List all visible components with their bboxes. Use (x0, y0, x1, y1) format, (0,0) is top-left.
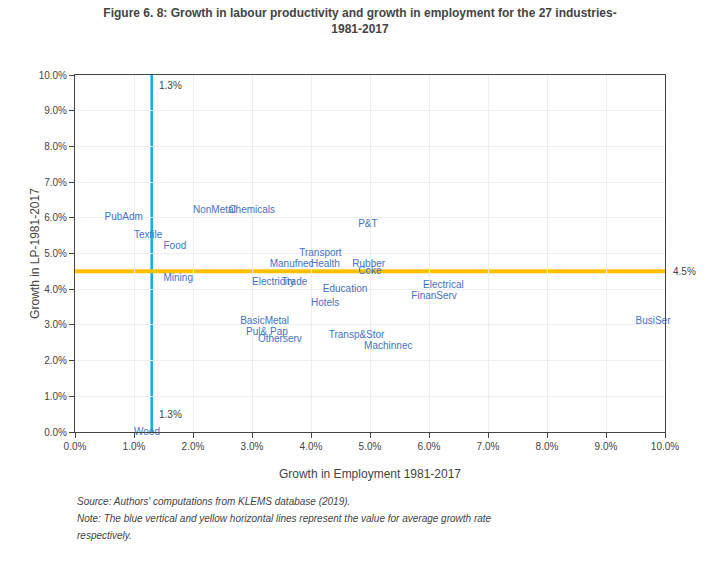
svg-text:Wood: Wood (134, 426, 160, 437)
svg-text:3.0%: 3.0% (44, 319, 67, 330)
svg-text:Electricity: Electricity (252, 276, 295, 287)
svg-text:8.0%: 8.0% (536, 441, 559, 452)
svg-text:1.3%: 1.3% (159, 409, 182, 420)
svg-text:NonMetal: NonMetal (193, 204, 236, 215)
svg-text:FinanServ: FinanServ (411, 290, 457, 301)
svg-text:6.0%: 6.0% (418, 441, 441, 452)
svg-text:PubAdm: PubAdm (105, 211, 143, 222)
svg-text:Textile: Textile (134, 229, 163, 240)
svg-text:4.0%: 4.0% (300, 441, 323, 452)
svg-text:9.0%: 9.0% (44, 105, 67, 116)
svg-text:6.0%: 6.0% (44, 212, 67, 223)
svg-text:2.0%: 2.0% (44, 355, 67, 366)
svg-text:5.0%: 5.0% (44, 248, 67, 259)
svg-text:Growth in Employment 1981-2017: Growth in Employment 1981-2017 (279, 467, 461, 481)
svg-text:Transp&Stor: Transp&Stor (329, 329, 385, 340)
svg-text:Otherserv: Otherserv (258, 333, 302, 344)
svg-text:Machinnec: Machinnec (364, 340, 412, 351)
svg-text:respectively.: respectively. (77, 530, 132, 541)
svg-text:Hotels: Hotels (311, 297, 339, 308)
svg-text:Transport: Transport (299, 247, 342, 258)
svg-text:4.5%: 4.5% (673, 266, 696, 277)
svg-text:Figure 6. 8: Growth in labour: Figure 6. 8: Growth in labour productivi… (103, 6, 616, 36)
svg-text:Health: Health (311, 258, 340, 269)
svg-text:Education: Education (323, 283, 367, 294)
svg-text:Note: The blue vertical and ye: Note: The blue vertical and yellow horiz… (77, 513, 492, 524)
svg-text:Electrical: Electrical (423, 279, 464, 290)
svg-text:Growth in LP-1981-2017: Growth in LP-1981-2017 (28, 188, 42, 319)
svg-text:10.0%: 10.0% (651, 441, 679, 452)
svg-text:Chemicals: Chemicals (228, 204, 275, 215)
svg-text:Pul& Pap: Pul& Pap (246, 326, 288, 337)
svg-text:P&T: P&T (358, 218, 377, 229)
svg-text:10.0%: 10.0% (39, 70, 67, 81)
svg-text:7.0%: 7.0% (477, 441, 500, 452)
svg-text:5.0%: 5.0% (359, 441, 382, 452)
svg-text:4.0%: 4.0% (44, 284, 67, 295)
svg-text:1.0%: 1.0% (123, 441, 146, 452)
svg-text:0.0%: 0.0% (64, 441, 87, 452)
svg-text:Mining: Mining (164, 272, 193, 283)
svg-text:2.0%: 2.0% (182, 441, 205, 452)
svg-text:Source: Authors' computations: Source: Authors' computations from KLEMS… (77, 496, 350, 507)
svg-text:1.3%: 1.3% (159, 80, 182, 91)
svg-text:Food: Food (164, 240, 187, 251)
svg-text:Manufnec: Manufnec (270, 258, 314, 269)
svg-text:0.0%: 0.0% (44, 427, 67, 438)
svg-text:1.0%: 1.0% (44, 391, 67, 402)
svg-text:8.0%: 8.0% (44, 141, 67, 152)
svg-text:Coke: Coke (358, 265, 382, 276)
svg-text:7.0%: 7.0% (44, 177, 67, 188)
svg-text:9.0%: 9.0% (595, 441, 618, 452)
svg-text:BasicMetal: BasicMetal (240, 315, 289, 326)
svg-text:BusiSer: BusiSer (636, 315, 672, 326)
svg-text:3.0%: 3.0% (241, 441, 264, 452)
svg-text:Rubber: Rubber (352, 258, 385, 269)
svg-text:Trade: Trade (282, 276, 308, 287)
